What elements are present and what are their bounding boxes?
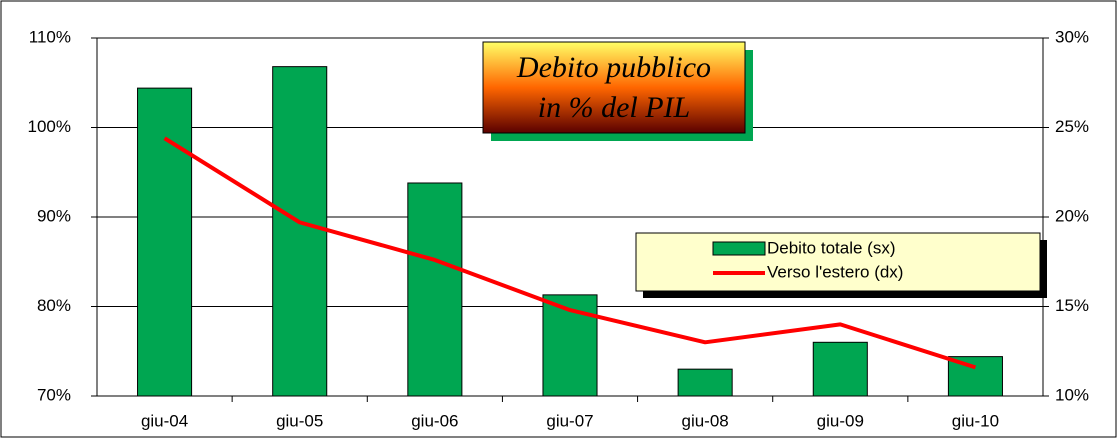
- x-tick-label: giu-06: [411, 411, 458, 430]
- legend: [635, 232, 1041, 292]
- x-tick-label: giu-08: [682, 411, 729, 430]
- y-tick-label: 70%: [37, 385, 71, 404]
- x-tick-label: giu-09: [817, 411, 864, 430]
- x-tick-label: giu-04: [141, 411, 188, 430]
- x-tick-label: giu-10: [952, 411, 999, 430]
- x-tick-label: giu-05: [276, 411, 323, 430]
- y2-tick-label: 25%: [1055, 117, 1089, 136]
- bar: [677, 368, 733, 397]
- bar: [407, 182, 463, 397]
- legend-label: Debito totale (sx): [767, 238, 896, 257]
- y2-tick-label: 20%: [1055, 206, 1089, 225]
- title-line: Debito pubblico: [516, 51, 711, 84]
- bar: [812, 341, 868, 397]
- y2-tick-label: 15%: [1055, 296, 1089, 315]
- y-tick-label: 80%: [37, 296, 71, 315]
- x-tick-label: giu-07: [546, 411, 593, 430]
- title-line: in % del PIL: [538, 91, 690, 124]
- title-box: [482, 41, 746, 134]
- y-tick-label: 100%: [28, 117, 71, 136]
- y-tick-label: 90%: [37, 206, 71, 225]
- y2-tick-label: 10%: [1055, 385, 1089, 404]
- line: [163, 136, 977, 370]
- legend-label: Verso l'estero (dx): [767, 262, 903, 281]
- bar: [137, 87, 193, 397]
- y2-tick-label: 30%: [1055, 27, 1089, 46]
- bar: [272, 66, 328, 397]
- y-tick-label: 110%: [29, 27, 71, 46]
- legend-swatch: [712, 241, 766, 256]
